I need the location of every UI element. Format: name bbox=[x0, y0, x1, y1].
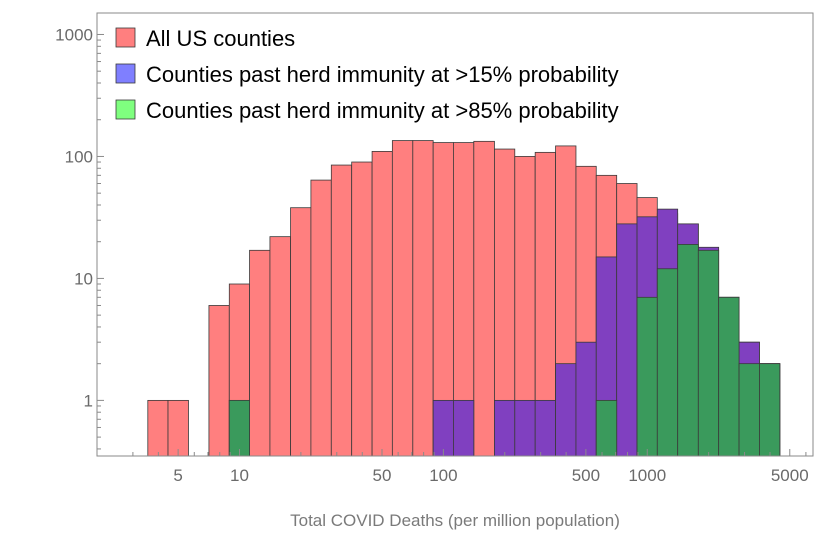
bar-p85-27 bbox=[697, 249, 720, 457]
bar-p85-22 bbox=[595, 399, 618, 457]
bar-p15-21 bbox=[575, 341, 597, 457]
y-tick-label: 100 bbox=[65, 147, 93, 166]
legend-label-all: All US counties bbox=[146, 26, 295, 51]
bar-all-7 bbox=[290, 207, 312, 457]
bar-all-10 bbox=[351, 161, 373, 457]
bar-all-1 bbox=[167, 399, 189, 457]
y-tick-label: 1000 bbox=[55, 25, 93, 44]
bar-p85-24 bbox=[636, 296, 658, 457]
bar-all-11 bbox=[371, 150, 393, 457]
x-tick-label: 50 bbox=[373, 466, 392, 485]
y-axis: 1 10 100 1000 bbox=[55, 25, 104, 450]
x-tick-label: 5 bbox=[173, 466, 182, 485]
x-axis-label: Total COVID Deaths (per million populati… bbox=[290, 511, 620, 530]
legend-swatch-p15 bbox=[115, 63, 136, 84]
bar-p15-20 bbox=[555, 363, 577, 457]
x-axis: 5 10 50 100 500 1000 5000 bbox=[96, 449, 809, 485]
bar-all-13 bbox=[412, 140, 434, 457]
bar-all-5 bbox=[249, 249, 271, 457]
bar-all-8 bbox=[310, 179, 332, 457]
y-tick-label: 10 bbox=[74, 269, 93, 288]
bar-p85-4 bbox=[228, 399, 250, 457]
bar-p85-26 bbox=[677, 244, 699, 457]
legend-swatch-all bbox=[115, 27, 136, 48]
legend-label-p15: Counties past herd immunity at >15% prob… bbox=[146, 62, 619, 87]
bar-all-16 bbox=[473, 140, 495, 457]
bar-p85-25 bbox=[656, 268, 679, 457]
x-tick-label: 100 bbox=[429, 466, 457, 485]
bar-p15-15 bbox=[453, 399, 475, 457]
bar-p15-19 bbox=[534, 399, 556, 457]
bar-all-3 bbox=[208, 305, 230, 457]
x-tick-label: 500 bbox=[572, 466, 600, 485]
bar-p15-17 bbox=[494, 399, 516, 457]
bar-p85-28 bbox=[718, 296, 740, 457]
y-tick-label: 1 bbox=[84, 391, 93, 410]
bar-p15-14 bbox=[432, 399, 454, 457]
legend: All US counties Counties past herd immuni… bbox=[115, 26, 619, 123]
legend-label-p85: Counties past herd immunity at >85% prob… bbox=[146, 98, 619, 123]
bar-p85-30 bbox=[759, 363, 781, 457]
bars-layer bbox=[147, 140, 781, 457]
bar-p85-29 bbox=[738, 363, 760, 457]
x-tick-label: 10 bbox=[230, 466, 249, 485]
bar-all-0 bbox=[147, 399, 169, 457]
bar-all-6 bbox=[269, 236, 291, 457]
bar-all-12 bbox=[391, 140, 414, 457]
x-tick-label: 5000 bbox=[771, 466, 809, 485]
legend-swatch-p85 bbox=[115, 99, 136, 120]
x-tick-label: 1000 bbox=[628, 466, 666, 485]
bar-p15-18 bbox=[514, 399, 536, 457]
plot-frame bbox=[96, 12, 814, 457]
bar-p15-23 bbox=[616, 223, 638, 457]
bar-all-9 bbox=[330, 164, 353, 457]
